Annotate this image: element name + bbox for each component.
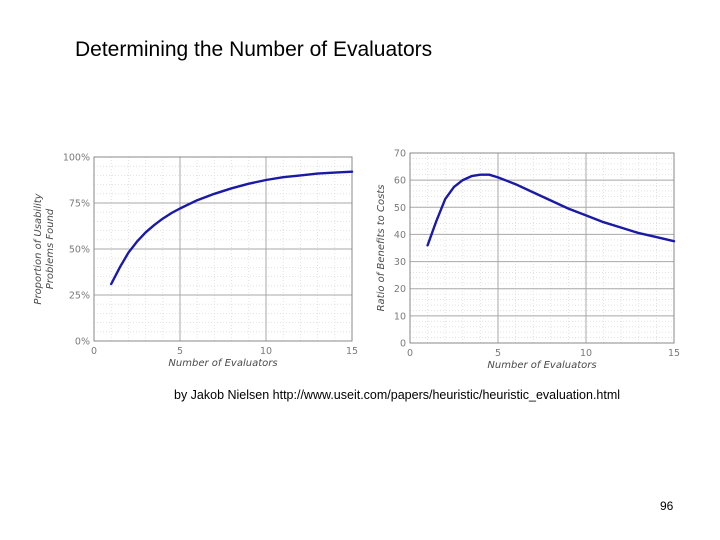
chart-1-y-tick-label: 30	[394, 257, 406, 268]
chart-benefit-cost-ratio-svg: 0 10 20 30 40 50 60 70 0 5 10 15 Number of Evaluator…	[376, 149, 680, 372]
chart-1-plot-frame	[409, 152, 675, 344]
chart-0-y-tick-label: 75%	[69, 199, 90, 210]
chart-0-x-tick-label: 10	[260, 346, 272, 357]
chart-0-x-tick-label: 0	[91, 346, 97, 357]
chart-1-x-tick-label: 0	[407, 348, 413, 359]
chart-1-series-line	[426, 173, 676, 247]
chart-proportion-found-svg: 0% 25% 50% 75% 100% 0 5 10 15 Number of Evaluator…	[33, 153, 358, 370]
chart-0-x-axis-title: Number of Evaluators	[168, 358, 277, 369]
chart-1-y-tick-label: 40	[394, 230, 406, 241]
chart-0-x-tick-label: 15	[346, 346, 358, 357]
page-number: 96	[660, 499, 674, 513]
chart-0-y-tick-label: 0%	[75, 337, 90, 348]
chart-1-y-tick-label: 60	[394, 176, 406, 187]
chart-1-y-tick-label: 70	[394, 149, 406, 160]
chart-1-y-tick-label: 10	[394, 311, 406, 322]
chart-1-x-tick-label: 5	[495, 348, 501, 359]
chart-proportion-found: 0% 25% 50% 75% 100% 0 5 10 15 Number of Evaluator…	[20, 140, 365, 375]
chart-1-x-tick-label: 10	[580, 348, 592, 359]
chart-1-y-axis-title: Ratio of Benefits to Costs	[376, 185, 387, 312]
chart-0-y-tick-label: 50%	[69, 245, 90, 256]
chart-0-y-axis-title: Proportion of Usability	[33, 192, 44, 304]
chart-1-y-tick-label: 20	[394, 284, 406, 295]
chart-1-y-tick-label: 50	[394, 203, 406, 214]
chart-0-plot-frame	[93, 156, 353, 342]
chart-1-y-tick-label: 0	[400, 339, 406, 350]
chart-benefit-cost-ratio: 0 10 20 30 40 50 60 70 0 5 10 15 Number of Evaluator…	[365, 140, 695, 380]
chart-0-y-tick-label: 100%	[63, 153, 90, 164]
slide-title: Determining the Number of Evaluators	[75, 38, 433, 61]
chart-1-x-axis-title: Number of Evaluators	[487, 360, 596, 371]
chart-0-y-axis-title: Problems Found	[45, 208, 56, 289]
chart-1-x-tick-label: 15	[668, 348, 680, 359]
chart-0-series-line	[110, 170, 354, 286]
chart-0-y-tick-label: 25%	[69, 291, 90, 302]
source-credit: by Jakob Nielsen http://www.useit.com/pa…	[174, 388, 621, 402]
chart-0-x-tick-label: 5	[177, 346, 183, 357]
